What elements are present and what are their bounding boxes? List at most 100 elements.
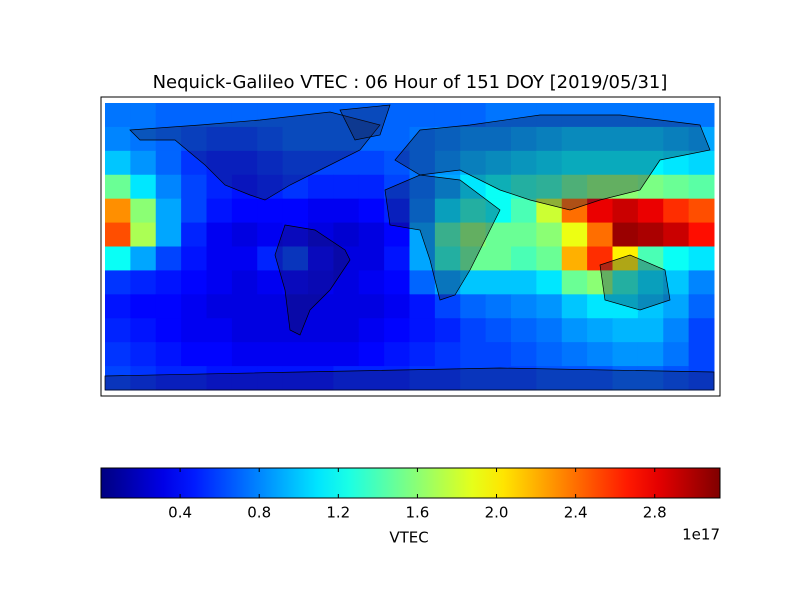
heatmap-cell [511, 318, 537, 343]
heatmap-cell [637, 103, 664, 128]
heatmap-cell [536, 246, 563, 271]
heatmap-cell [155, 198, 182, 224]
heatmap-cell [460, 150, 487, 176]
heatmap-cell [434, 366, 461, 391]
heatmap-cell [561, 150, 588, 176]
heatmap-cell [511, 198, 537, 224]
heatmap-cell [536, 270, 563, 295]
heatmap-cell [333, 294, 360, 319]
heatmap-cell [333, 198, 360, 224]
heatmap-cell [206, 198, 233, 224]
heatmap-cell [358, 126, 385, 152]
heatmap-cell [536, 126, 563, 152]
heatmap-cell [663, 126, 690, 152]
heatmap-cell [561, 222, 588, 247]
heatmap-cell [282, 150, 309, 176]
heatmap-cell [612, 270, 639, 295]
heatmap-cell [434, 246, 461, 271]
heatmap-cell [206, 270, 233, 295]
heatmap-cell [434, 198, 461, 224]
heatmap-cell [612, 198, 639, 224]
heatmap-cell [308, 294, 334, 319]
heatmap-cell [105, 342, 131, 367]
heatmap-cell [231, 174, 258, 200]
heatmap-cell [282, 318, 309, 343]
heatmap-cell [460, 126, 487, 152]
heatmap-cell [612, 318, 639, 343]
heatmap-cell [308, 318, 334, 343]
heatmap-cell [105, 270, 131, 295]
heatmap-cell [181, 318, 207, 343]
heatmap-cell [333, 150, 360, 176]
heatmap-cell [257, 318, 284, 343]
heatmap-cell [587, 270, 613, 295]
heatmap-cell [105, 366, 131, 391]
heatmap-cell [561, 294, 588, 319]
heatmap-cell [485, 126, 512, 152]
heatmap-cell [308, 342, 334, 367]
heatmap-cell [460, 222, 487, 247]
heatmap-cell [485, 150, 512, 176]
heatmap-cell [485, 246, 512, 271]
heatmap-cell [308, 366, 334, 391]
heatmap-cell [536, 150, 563, 176]
heatmap-cell [587, 342, 613, 367]
heatmap-cell [308, 198, 334, 224]
heatmap-cell [105, 198, 131, 224]
heatmap-cell [511, 126, 537, 152]
heatmap-cell [485, 222, 512, 247]
heatmap-cell [206, 342, 233, 367]
heatmap-cell [257, 342, 284, 367]
colorbar-tick-label: 2.4 [564, 504, 588, 522]
heatmap-cell [206, 294, 233, 319]
heatmap-cell [155, 246, 182, 271]
heatmap-cell [688, 174, 715, 200]
colorbar-tick-label: 2.8 [643, 504, 667, 522]
heatmap-cell [384, 294, 410, 319]
heatmap-cell [460, 366, 487, 391]
heatmap-cell [434, 103, 461, 128]
heatmap-cell [511, 246, 537, 271]
heatmap-cell [181, 126, 207, 152]
heatmap-cell [511, 150, 537, 176]
heatmap-cell [663, 270, 690, 295]
heatmap-cell [257, 294, 284, 319]
colorbar-tick-label: 1.6 [405, 504, 429, 522]
heatmap-cell [536, 174, 563, 200]
heatmap-cell [663, 174, 690, 200]
heatmap-cell [536, 318, 563, 343]
heatmap-cell [688, 222, 715, 247]
heatmap-cell [536, 366, 563, 391]
heatmap-cell [460, 246, 487, 271]
heatmap-cell [130, 126, 157, 152]
heatmap-cell [384, 150, 410, 176]
heatmap-cell [688, 198, 715, 224]
heatmap-cell [308, 174, 334, 200]
heatmap-cell [130, 198, 157, 224]
heatmap-cell [155, 150, 182, 176]
heatmap-cell [130, 150, 157, 176]
heatmap-cell [358, 150, 385, 176]
heatmap-cell [105, 222, 131, 247]
heatmap-cell [130, 366, 157, 391]
heatmap-cell [308, 150, 334, 176]
heatmap-cell [434, 294, 461, 319]
heatmap-cell [485, 174, 512, 200]
heatmap-cell [688, 342, 715, 367]
heatmap-cell [460, 174, 487, 200]
continent [104, 367, 715, 391]
heatmap-cell [155, 366, 182, 391]
heatmap-cell [587, 222, 613, 247]
heatmap-cell [460, 342, 487, 367]
heatmap-cell [206, 126, 233, 152]
heatmap-cell [358, 270, 385, 295]
colorbar-offset: 1e17 [682, 526, 720, 544]
heatmap-cell [511, 366, 537, 391]
heatmap-cell [231, 126, 258, 152]
heatmap-cell [181, 270, 207, 295]
heatmap-cell [587, 150, 613, 176]
heatmap-cell [409, 342, 436, 367]
heatmap-cell [637, 342, 664, 367]
heatmap-cell [358, 198, 385, 224]
heatmap-cell [231, 150, 258, 176]
